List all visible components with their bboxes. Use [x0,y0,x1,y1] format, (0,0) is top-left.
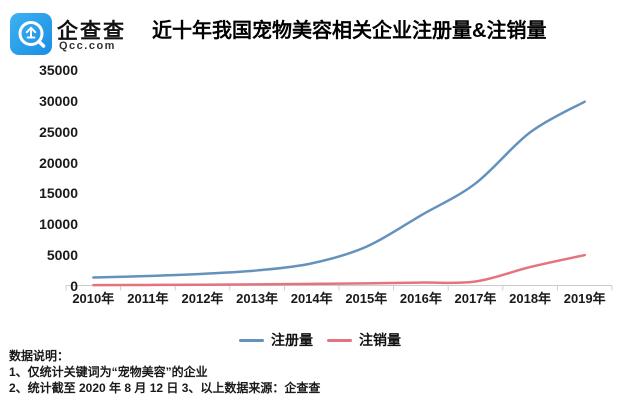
x-axis-tick-label: 2012年 [181,291,224,306]
page-title: 近十年我国宠物美容相关企业注册量&注销量 [152,20,547,42]
x-axis-tick-label: 2017年 [454,291,497,306]
qcc-logo-icon [10,13,52,55]
legend-label-cancellations: 注销量 [359,332,401,348]
data-note-2: 2、统计截至 2020 年 8 月 12 日 3、以上数据来源：企查查 [9,381,321,395]
x-axis-tick-label: 2010年 [72,291,115,306]
y-axis-tick-label: 5000 [46,246,78,263]
registrations-line-swatch [239,338,264,342]
line-chart: 35000 30000 25000 20000 15000 10000 5000 0 2010年… [0,60,640,310]
data-notes: 数据说明： 1、仅统计关键词为“宠物美容”的企业 2、统计截至 2020 年 8… [9,348,320,396]
x-axis-tick-label: 2018年 [509,291,552,306]
y-axis-tick-label: 20000 [39,154,78,171]
y-axis-tick-label: 10000 [39,216,78,232]
x-axis-tick-label: 2013年 [236,291,279,306]
chart-legend: 注册量 注销量 [0,330,640,350]
brand-name: 企查查 [57,20,126,43]
legend-item-cancellations[interactable]: 注销量 [327,330,401,350]
series-line-注销量[interactable] [92,253,586,287]
y-axis-tick-label: 35000 [39,62,78,79]
x-axis [65,285,613,291]
y-axis-tick-label: 15000 [39,185,78,202]
cancellations-line-swatch [327,338,352,342]
y-axis-tick-label: 0 [70,277,78,294]
x-axis-tick-label: 2015年 [345,291,388,306]
brand-domain: Qcc.com [59,40,116,52]
x-axis-tick-label: 2014年 [290,291,333,306]
legend-item-registrations[interactable]: 注册量 [239,330,313,350]
plot-area [65,100,613,291]
y-axis-tick-label: 30000 [39,93,78,110]
data-notes-heading: 数据说明： [9,349,70,363]
x-axis-tick-label: 2011年 [127,291,169,306]
y-axis-tick-label: 25000 [39,123,78,140]
legend-label-registrations: 注册量 [271,332,313,348]
x-axis-tick-label: 2016年 [399,291,442,306]
series-line-注册量[interactable] [92,100,586,279]
data-note-1: 1、仅统计关键词为“宠物美容”的企业 [9,365,208,379]
x-axis-tick-label: 2019年 [563,291,606,306]
